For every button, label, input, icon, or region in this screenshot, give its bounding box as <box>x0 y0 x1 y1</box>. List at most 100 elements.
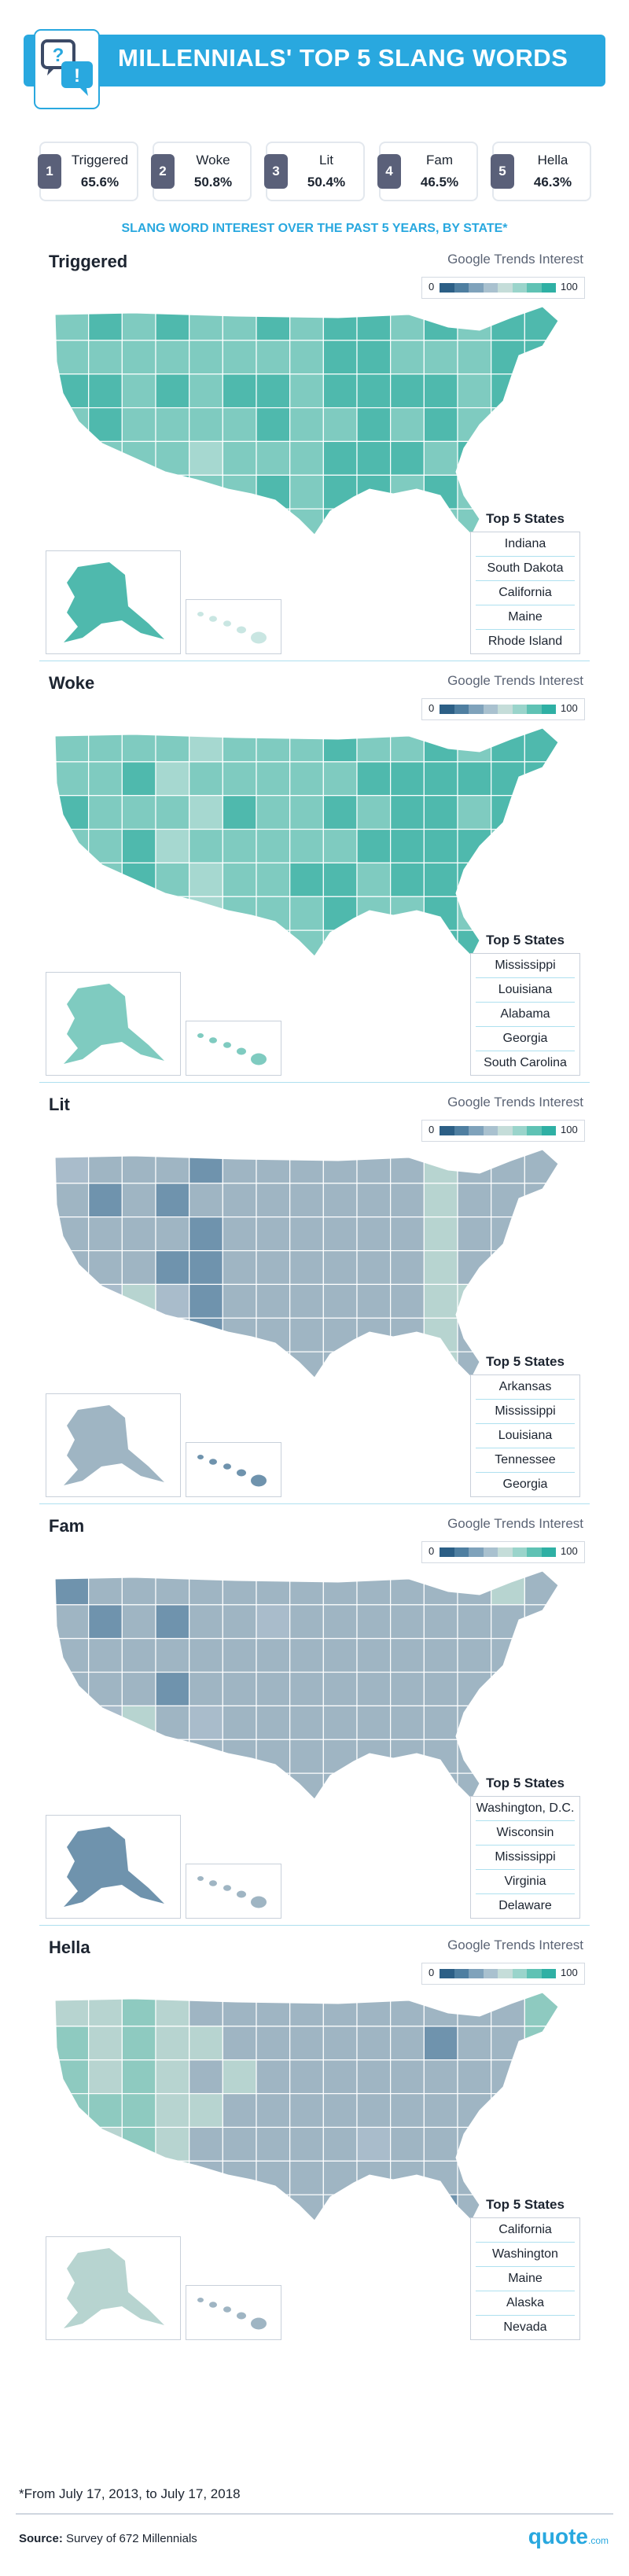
legend-min: 0 <box>429 702 435 714</box>
legend-min: 0 <box>429 1545 435 1557</box>
state-region <box>121 2026 156 2061</box>
state-region <box>256 1351 291 1378</box>
state-region <box>88 474 123 510</box>
state-region <box>88 440 123 476</box>
top5-title: Top 5 States <box>486 2197 565 2212</box>
hawaii-island <box>237 626 246 634</box>
state-region <box>256 1772 291 1799</box>
state-region <box>457 1604 492 1639</box>
state-region <box>155 2092 190 2129</box>
state-region <box>55 1249 90 1286</box>
state-region <box>390 1671 425 1707</box>
state-region <box>121 1638 156 1673</box>
top5-list: Arkansas Mississippi Louisiana Tennessee Geo… <box>470 1374 580 1497</box>
state-region <box>390 929 425 956</box>
state-region <box>289 761 324 797</box>
state-region <box>289 896 324 931</box>
state-region <box>222 2059 257 2095</box>
state-region <box>289 2160 324 2195</box>
state-region <box>390 828 425 864</box>
state-region <box>55 2092 90 2129</box>
state-region <box>121 1351 156 1378</box>
state-region <box>256 828 291 864</box>
hawaii-island <box>237 1469 246 1477</box>
state-region <box>222 862 257 897</box>
state-region <box>356 828 392 864</box>
legend-min: 0 <box>429 1124 435 1135</box>
state-region <box>55 1671 90 1707</box>
state-region <box>155 1351 190 1378</box>
state-region <box>121 761 156 797</box>
state-region <box>88 862 123 897</box>
legend-swatch <box>512 705 527 714</box>
top5-state: Alabama <box>476 1002 575 1026</box>
state-region <box>390 407 425 443</box>
ranking-row: 1 Triggered 65.6% 2 Woke 50.8% 3 Lit 50.… <box>38 142 591 204</box>
state-region <box>322 1739 358 1774</box>
legend-swatch <box>440 1126 454 1135</box>
state-region <box>121 1249 156 1286</box>
state-region <box>88 1150 123 1184</box>
state-region <box>55 1993 90 2027</box>
state-region <box>222 1571 257 1606</box>
state-region <box>356 1216 392 1252</box>
state-region <box>155 2059 190 2095</box>
state-region <box>356 440 392 476</box>
legend-swatch <box>483 283 498 293</box>
state-region <box>491 795 525 830</box>
us-outline <box>54 1570 559 1800</box>
source-line: Source: Survey of 672 Millennials <box>19 2532 197 2545</box>
state-region <box>256 1249 291 1286</box>
hawaii-inset <box>186 1442 281 1497</box>
legend-swatch <box>454 1126 469 1135</box>
state-region <box>322 1150 358 1184</box>
top5-state: Arkansas <box>498 1380 552 1393</box>
top5-state: Delaware <box>476 1893 575 1918</box>
state-region <box>289 440 324 476</box>
state-region <box>222 1183 257 1218</box>
state-region <box>88 761 123 797</box>
state-region <box>289 1283 324 1319</box>
legend-label: Google Trends Interest <box>447 673 583 688</box>
rank-card: 5 Hella 46.3% <box>491 142 591 201</box>
state-region <box>121 2194 156 2221</box>
svg-text:!: ! <box>74 65 80 86</box>
state-region <box>356 2092 392 2129</box>
state-region <box>55 407 90 443</box>
state-region <box>289 1993 324 2027</box>
state-region <box>356 1772 392 1799</box>
brand-name: quote <box>528 2524 588 2548</box>
state-region <box>88 1571 123 1606</box>
state-region <box>88 1671 123 1707</box>
state-region <box>491 2026 525 2061</box>
legend-swatch <box>541 283 556 293</box>
legend-label: Google Trends Interest <box>447 1938 583 1952</box>
state-region <box>256 1283 291 1319</box>
legend-swatch <box>469 705 484 714</box>
top5-title: Top 5 States <box>486 1354 565 1369</box>
state-region <box>121 929 156 956</box>
state-region <box>322 374 358 409</box>
quote-logo: quote.com <box>528 2524 609 2549</box>
state-region <box>155 1993 190 2027</box>
us-outline <box>54 1992 559 2221</box>
state-region <box>256 1183 291 1218</box>
hawaii-island <box>223 1042 231 1048</box>
rank-card: 1 Triggered 65.6% <box>38 142 138 201</box>
legend-swatch <box>440 283 454 293</box>
alaska-inset <box>46 1815 181 1919</box>
state-region <box>256 1216 291 1252</box>
state-region <box>222 474 257 510</box>
map-section-fam: Fam Google Trends Interest 0 100 Top 5 State… <box>39 1516 590 1925</box>
state-region <box>390 2026 425 2061</box>
state-region <box>457 407 492 443</box>
state-region <box>88 2126 123 2162</box>
state-region <box>88 728 123 763</box>
state-region <box>524 761 558 797</box>
state-region <box>189 1150 223 1184</box>
state-region <box>423 1638 458 1673</box>
state-region <box>289 340 324 375</box>
map-title: Triggered <box>49 252 128 271</box>
hawaii-inset <box>186 1864 281 1919</box>
state-region <box>55 1705 90 1740</box>
